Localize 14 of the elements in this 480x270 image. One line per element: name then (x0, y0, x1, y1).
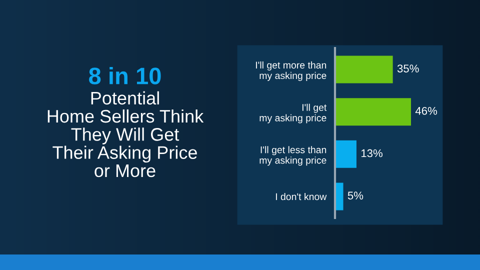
data-label: 13% (361, 149, 382, 158)
text: Potential Home Sellers Think They Will Get Their Asking Price or More (48, 91, 204, 178)
data-label: 35% (397, 64, 419, 72)
y-tick-label: I don't know (276, 192, 327, 200)
data-label: 5% (348, 192, 364, 200)
bar (335, 98, 411, 126)
bar (335, 56, 393, 84)
data-label: 46% (415, 106, 438, 115)
text: 8 in 10 (89, 66, 161, 84)
y-tick-label: I'll get my asking price (260, 104, 327, 124)
bar (335, 140, 356, 168)
y-tick-label: I'll get more than my asking price (256, 61, 326, 81)
bar (335, 182, 344, 210)
y-tick-label: I'll get less than my asking price (260, 146, 326, 166)
